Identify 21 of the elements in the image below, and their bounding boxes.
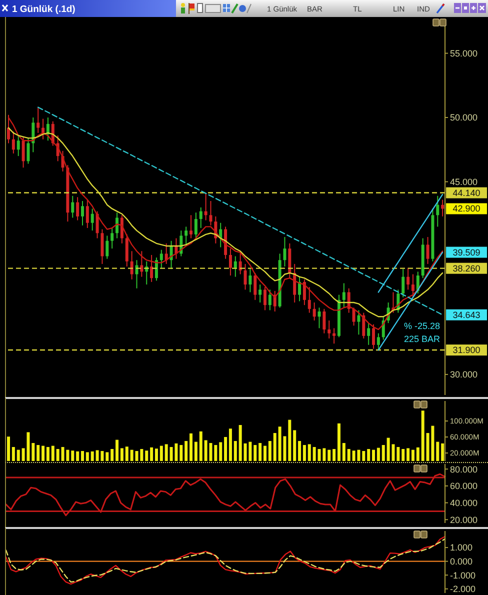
y-tick-label: 50.000 xyxy=(450,112,478,123)
y-tick-label: 60.000 xyxy=(450,481,478,492)
y-tick-label: 30.000 xyxy=(450,370,478,380)
y-tick-label: -2.000 xyxy=(450,584,476,594)
y-tick-label: 45.000 xyxy=(450,176,478,187)
ref-line-label: 44.140 xyxy=(452,188,480,198)
annotation: % -25.28 xyxy=(404,321,440,331)
y-tick-label: 80.000 xyxy=(450,464,478,474)
y-tick-label: -1.000 xyxy=(450,570,476,580)
y-tick-label: 55.000 xyxy=(450,48,478,58)
text: 42.900 xyxy=(452,204,480,214)
ref-line-label: 38.260 xyxy=(452,263,480,274)
text: 34.643 xyxy=(452,310,480,320)
y-tick-label: 0.000 xyxy=(450,556,473,567)
annotation: 225 BAR xyxy=(404,334,441,344)
y-tick-label: 20.000 xyxy=(450,514,478,525)
text: 39.509 xyxy=(452,247,480,258)
y-tick-label: 40.000 xyxy=(450,498,478,508)
ref-line-label: 31.900 xyxy=(452,345,480,356)
chart-title: 1 Günlük (.1d) xyxy=(12,4,76,15)
y-tick-label: 1.000 xyxy=(450,542,473,553)
